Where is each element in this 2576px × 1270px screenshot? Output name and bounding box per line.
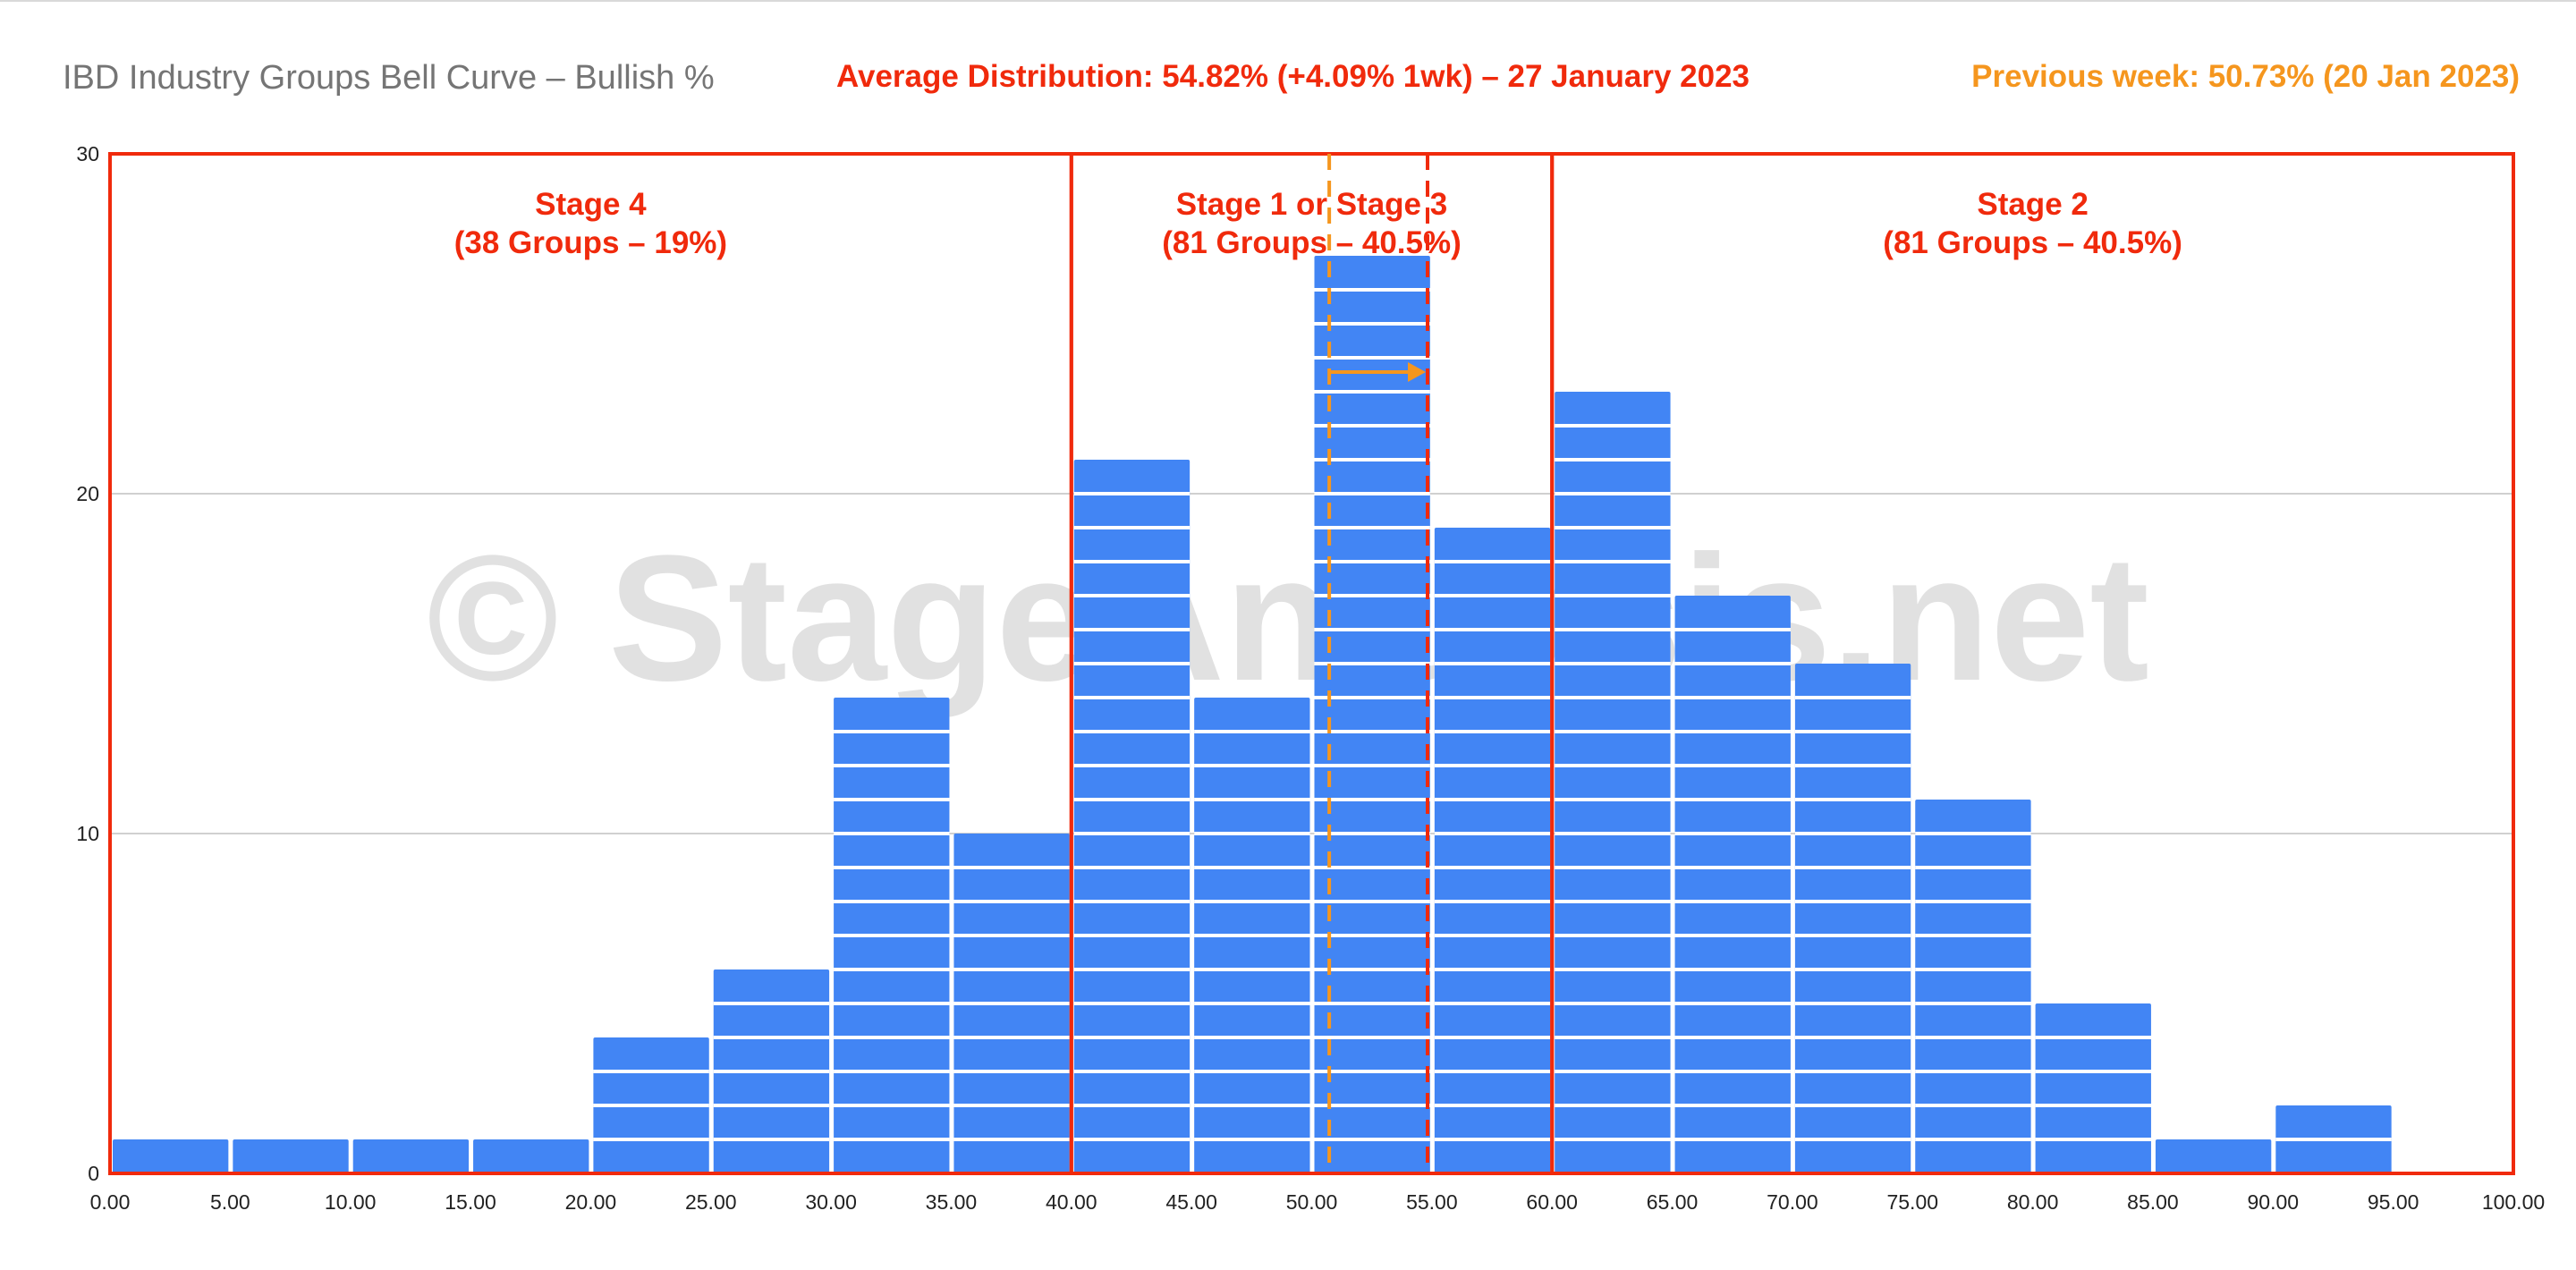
bar-rect xyxy=(1915,800,2031,1173)
bar-rect xyxy=(113,1139,229,1173)
bar-60.00 xyxy=(1555,392,1671,1173)
bar-45.00 xyxy=(1194,698,1310,1173)
bar-rect xyxy=(2035,1003,2151,1173)
bar-rect xyxy=(1314,256,1430,1173)
bar-30.00 xyxy=(834,698,950,1173)
x-tick-label: 25.00 xyxy=(685,1190,737,1214)
chart-title: IBD Industry Groups Bell Curve – Bullish… xyxy=(63,59,715,97)
bar-rect xyxy=(2155,1139,2272,1173)
bar-90.00 xyxy=(2275,1105,2392,1173)
x-tick-label: 85.00 xyxy=(2127,1190,2179,1214)
bar-10.00 xyxy=(352,1139,470,1173)
stage-detail-label: (38 Groups – 19%) xyxy=(454,225,727,260)
stage-detail-label: (81 Groups – 40.5%) xyxy=(1162,225,1462,260)
x-tick-label: 95.00 xyxy=(2368,1190,2419,1214)
x-tick-label: 30.00 xyxy=(805,1190,857,1214)
bar-rect xyxy=(473,1139,589,1173)
x-tick-label: 20.00 xyxy=(565,1190,617,1214)
bar-40.00 xyxy=(1073,460,1191,1173)
bar-rect xyxy=(1794,664,1911,1173)
bar-15.00 xyxy=(473,1139,589,1173)
x-tick-label: 60.00 xyxy=(1526,1190,1578,1214)
x-tick-label: 80.00 xyxy=(2007,1190,2059,1214)
stage-name-label: Stage 4 xyxy=(535,187,647,222)
shift-arrow-head xyxy=(1408,362,1427,382)
x-tick-label: 75.00 xyxy=(1886,1190,1938,1214)
bar-rect xyxy=(1674,596,1791,1173)
average-distribution-label: Average Distribution: 54.82% (+4.09% 1wk… xyxy=(836,59,1750,94)
bars xyxy=(113,256,2516,1173)
x-tick-label: 70.00 xyxy=(1767,1190,1818,1214)
x-tick-label: 35.00 xyxy=(926,1190,978,1214)
bar-80.00 xyxy=(2035,1003,2151,1173)
bar-20.00 xyxy=(593,1037,709,1173)
x-tick-label: 0.00 xyxy=(90,1190,131,1214)
x-tick-label: 55.00 xyxy=(1406,1190,1458,1214)
bar-50.00 xyxy=(1314,256,1430,1173)
bar-5.00 xyxy=(233,1139,349,1173)
bar-0.00 xyxy=(113,1139,229,1173)
bar-rect xyxy=(1434,528,1551,1173)
x-tick-label: 65.00 xyxy=(1647,1190,1699,1214)
y-tick-label: 20 xyxy=(76,482,99,505)
bar-rect xyxy=(233,1139,349,1173)
previous-week-label: Previous week: 50.73% (20 Jan 2023) xyxy=(1971,59,2520,94)
x-tick-label: 45.00 xyxy=(1165,1190,1217,1214)
bar-rect xyxy=(1555,392,1671,1173)
bar-25.00 xyxy=(713,969,830,1173)
y-tick-label: 30 xyxy=(76,142,99,165)
y-axis-ticks: 0 10 20 30 xyxy=(76,142,99,1185)
bar-75.00 xyxy=(1915,800,2031,1173)
x-tick-label: 40.00 xyxy=(1046,1190,1097,1214)
y-tick-label: 10 xyxy=(76,822,99,845)
x-tick-label: 100.00 xyxy=(2482,1190,2545,1214)
x-tick-label: 10.00 xyxy=(325,1190,377,1214)
bar-85.00 xyxy=(2155,1139,2272,1173)
top-border xyxy=(0,0,2576,2)
average-markers xyxy=(1327,154,1430,1173)
x-tick-label: 15.00 xyxy=(445,1190,496,1214)
stage-detail-label: (81 Groups – 40.5%) xyxy=(1883,225,2182,260)
x-axis-ticks: 0.00 5.00 10.00 15.00 20.00 25.00 30.00 35.00 40… xyxy=(90,1190,2546,1214)
bar-35.00 xyxy=(953,834,1070,1173)
stage-boxes: Stage 4(38 Groups – 19%) Stage 1 or Stage… xyxy=(108,152,2515,1175)
bar-65.00 xyxy=(1674,596,1791,1173)
stage-name-label: Stage 1 or Stage 3 xyxy=(1176,187,1447,222)
x-tick-label: 50.00 xyxy=(1286,1190,1338,1214)
x-tick-label: 90.00 xyxy=(2248,1190,2300,1214)
bar-rect xyxy=(352,1139,470,1173)
stage-name-label: Stage 2 xyxy=(1977,187,2089,222)
stage-box-2 xyxy=(1550,152,2515,1175)
bar-70.00 xyxy=(1794,664,1911,1173)
x-tick-label: 5.00 xyxy=(210,1190,250,1214)
y-tick-label: 0 xyxy=(88,1162,99,1185)
bar-rect xyxy=(1073,460,1191,1173)
bar-55.00 xyxy=(1434,528,1551,1173)
